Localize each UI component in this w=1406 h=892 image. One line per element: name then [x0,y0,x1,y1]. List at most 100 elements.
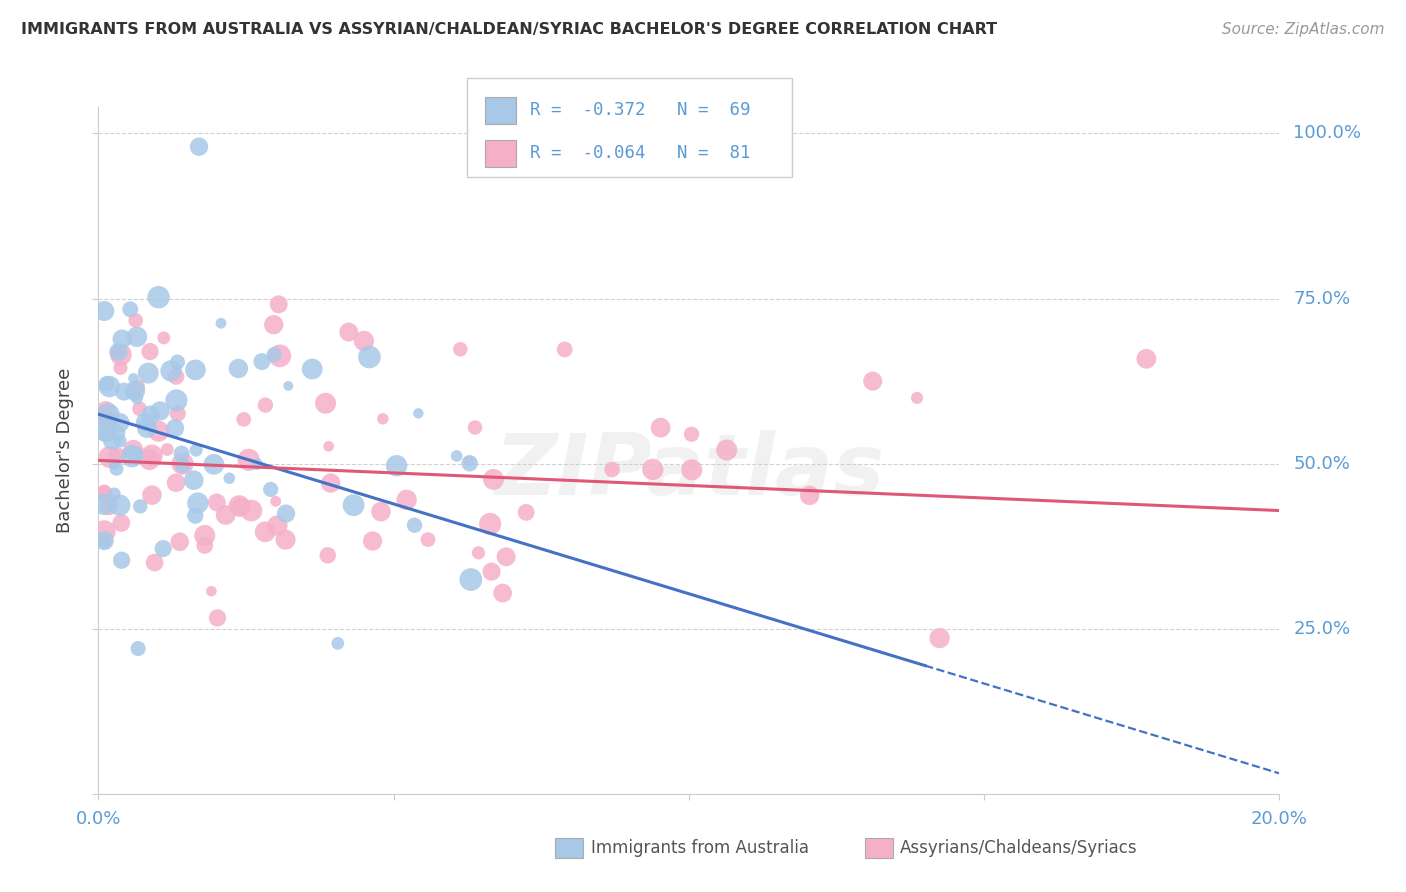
Point [98,500,121,514]
Point [93,533,115,548]
Point [862,374,884,388]
Point [491,586,513,600]
Point [246,457,269,471]
Point [152,541,174,556]
Point [449,343,471,357]
Point [160,364,183,378]
Point [218,471,240,485]
Point [172,457,194,471]
Point [716,443,738,458]
Point [141,488,163,502]
Text: Immigrants from Australia: Immigrants from Australia [591,839,808,857]
Point [166,355,188,369]
Point [404,518,426,533]
Text: 50.0%: 50.0% [1294,455,1350,473]
Point [139,344,162,359]
Point [319,476,342,491]
Point [266,518,288,533]
Point [97,415,120,429]
Point [184,508,207,523]
Point [105,462,128,476]
Text: Assyrians/Chaldeans/Syriacs: Assyrians/Chaldeans/Syriacs [900,839,1137,857]
Point [97,408,120,422]
Text: 20.0%: 20.0% [1251,811,1308,829]
Point [202,458,225,472]
Point [93,427,115,442]
Point [458,456,481,470]
Point [370,505,392,519]
Point [209,316,232,330]
Point [172,458,194,473]
Point [94,405,117,419]
Point [254,398,277,412]
Point [1135,351,1157,366]
Point [361,534,384,549]
Point [214,508,236,522]
Point [148,425,170,439]
Point [207,611,229,625]
Text: Source: ZipAtlas.com: Source: ZipAtlas.com [1222,22,1385,37]
Point [371,412,394,426]
Point [105,346,128,360]
Point [98,450,121,464]
Point [93,484,115,499]
Point [169,534,191,549]
Point [138,452,160,467]
Text: ZIPatlas: ZIPatlas [494,430,884,513]
Point [127,641,149,656]
Point [134,415,156,429]
Point [93,497,115,511]
Point [905,391,928,405]
Point [267,297,290,311]
Point [681,463,703,477]
Point [129,500,152,514]
Point [342,498,364,512]
Point [96,376,118,391]
Point [101,434,124,448]
Point [277,379,299,393]
Point [650,420,672,434]
Point [353,334,375,348]
Point [263,318,285,332]
Point [301,362,323,376]
Point [274,507,297,521]
Text: R =  -0.064   N =  81: R = -0.064 N = 81 [530,145,751,162]
Point [600,462,623,476]
Point [170,446,193,460]
Point [165,393,187,408]
Point [554,343,576,357]
Point [479,516,502,531]
Text: IMMIGRANTS FROM AUSTRALIA VS ASSYRIAN/CHALDEAN/SYRIAC BACHELOR'S DEGREE CORRELAT: IMMIGRANTS FROM AUSTRALIA VS ASSYRIAN/CH… [21,22,997,37]
Point [148,290,170,304]
Point [326,636,349,650]
Point [260,483,283,497]
Point [128,401,150,416]
Point [149,404,172,418]
Point [108,498,131,512]
Point [122,442,145,457]
Point [110,360,132,375]
Point [482,472,505,486]
Text: 25.0%: 25.0% [1294,620,1351,638]
Point [108,434,131,448]
Point [274,533,297,547]
Point [124,447,146,461]
Point [108,416,131,430]
Point [495,549,517,564]
Point [194,539,217,553]
Point [641,462,664,476]
Point [457,454,479,468]
Point [98,379,121,393]
Point [120,302,142,317]
Point [464,420,486,434]
Point [205,495,228,509]
Point [264,494,287,508]
Point [121,449,143,463]
Point [110,516,132,530]
Point [105,449,128,463]
Point [124,384,146,398]
Text: R =  -0.372   N =  69: R = -0.372 N = 69 [530,102,751,120]
Point [184,443,207,458]
Point [135,421,157,435]
Point [166,407,188,421]
